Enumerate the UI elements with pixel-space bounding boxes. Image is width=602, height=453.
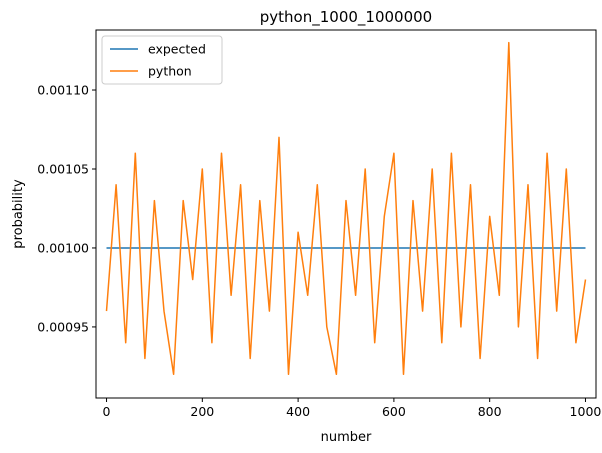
plot-area: [105, 41, 587, 376]
x-tick-label: 200: [190, 404, 214, 419]
y-tick-label: 0.00105: [37, 161, 89, 176]
x-tick-label: 1000: [570, 404, 602, 419]
x-tick-label: 400: [286, 404, 310, 419]
series-line-python: [105, 41, 587, 376]
y-tick-label: 0.00110: [37, 83, 89, 98]
legend: expected python: [101, 35, 223, 85]
y-axis: 0.00095 0.00100 0.00105 0.00110: [37, 83, 96, 334]
y-tick-label: 0.00100: [37, 240, 89, 255]
x-axis-label: number: [321, 430, 372, 445]
legend-label-python: python: [148, 64, 192, 79]
x-axis: 0 200 400 600 800 1000: [103, 398, 602, 419]
plot-frame: [95, 29, 597, 399]
legend-label-expected: expected: [148, 42, 206, 57]
y-tick-label: 0.00095: [37, 319, 89, 334]
chart-title: python_1000_1000000: [260, 8, 432, 27]
x-tick-label: 600: [382, 404, 406, 419]
x-tick-label: 0: [103, 404, 111, 419]
y-axis-label: probability: [11, 179, 26, 249]
x-tick-label: 800: [478, 404, 502, 419]
legend-box: [101, 35, 223, 85]
